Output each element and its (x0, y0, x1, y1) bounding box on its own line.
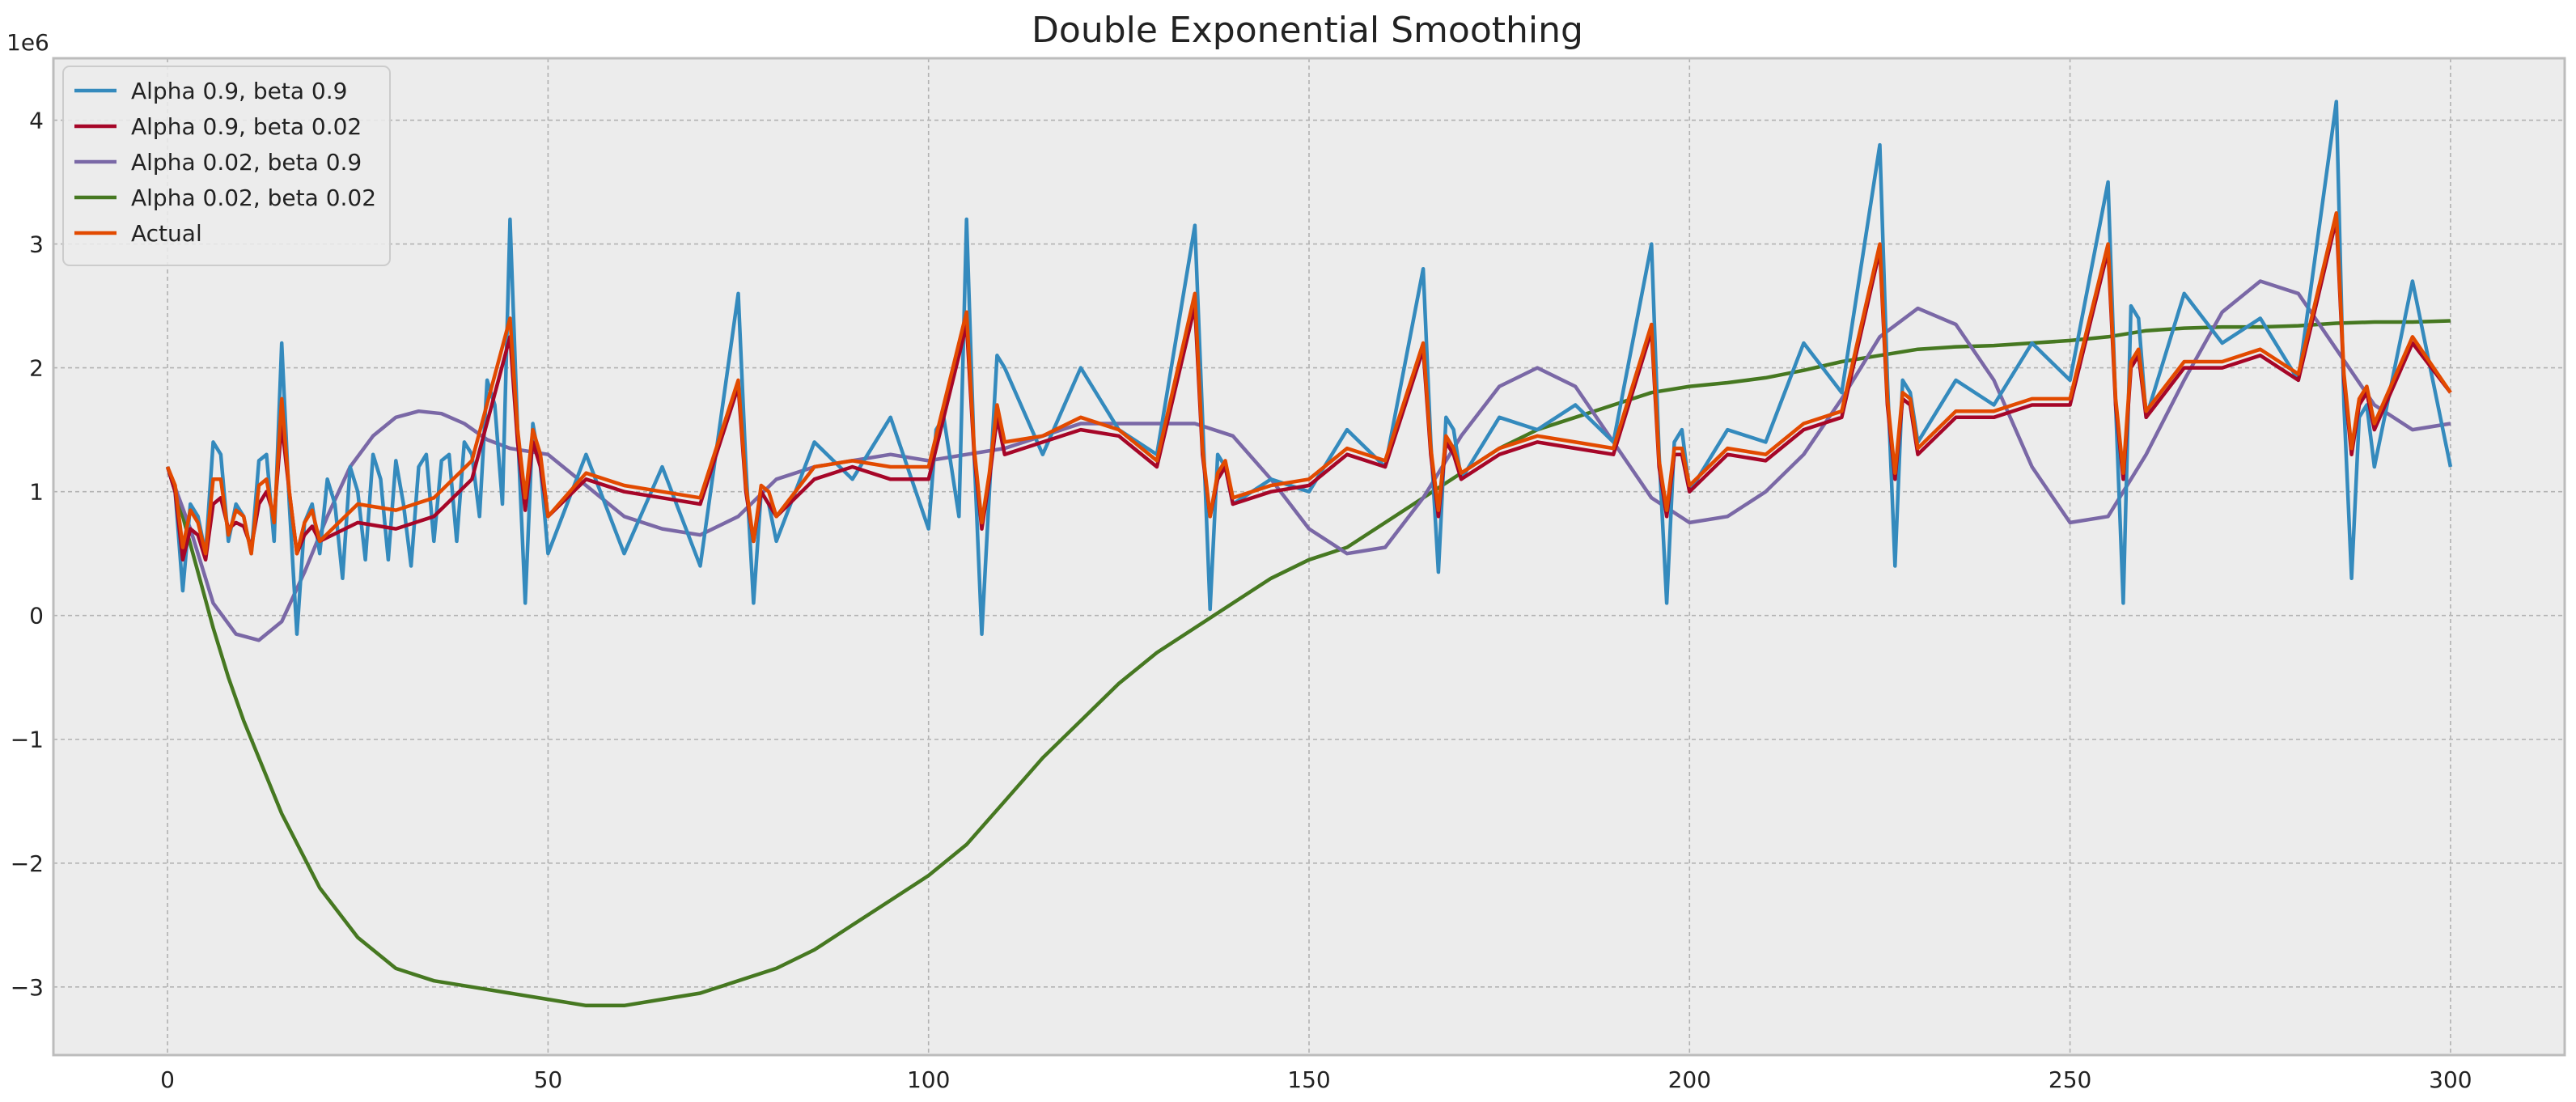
y-tick-label: 4 (29, 108, 44, 134)
chart-title: Double Exponential Smoothing (1032, 10, 1583, 51)
y-tick-label: 3 (29, 231, 44, 258)
x-tick-label: 50 (534, 1066, 563, 1093)
x-tick-label: 0 (160, 1066, 175, 1093)
x-tick-label: 150 (1287, 1066, 1330, 1093)
legend: Alpha 0.9, beta 0.9 Alpha 0.9, beta 0.02 A… (62, 66, 391, 266)
y-tick-label: −3 (11, 974, 44, 1001)
legend-entry-label: Alpha 0.9, beta 0.9 (131, 78, 347, 104)
plot-frame (52, 57, 2566, 1057)
legend-entry-label: Actual (131, 220, 202, 247)
grid-lines (53, 58, 2565, 1055)
series-line-3 (165, 279, 2451, 642)
y-tick-label: −1 (11, 727, 44, 753)
x-tick-label: 300 (2429, 1066, 2472, 1093)
x-tick-label: 100 (907, 1066, 950, 1093)
series-line-5 (166, 211, 2452, 556)
y-offset-label: 1e6 (6, 29, 49, 56)
series-layer (165, 100, 2453, 1008)
y-tick-label: 2 (29, 355, 44, 382)
y-axis: −3 −2 −1 0 1 2 3 4 (11, 108, 44, 1001)
legend-entry-label: Alpha 0.02, beta 0.9 (131, 149, 362, 176)
x-axis: 0 50 100 150 200 250 300 (160, 1066, 2472, 1093)
legend-box (62, 66, 391, 266)
legend-entry-label: Alpha 0.9, beta 0.02 (131, 113, 362, 140)
series-line-4 (165, 319, 2451, 1008)
y-tick-label: 0 (29, 603, 44, 629)
x-tick-label: 250 (2049, 1066, 2091, 1093)
x-tick-label: 200 (1668, 1066, 1711, 1093)
legend-entry-label: Alpha 0.02, beta 0.02 (131, 184, 376, 211)
y-tick-label: 1 (29, 479, 44, 506)
y-tick-label: −2 (11, 850, 44, 877)
